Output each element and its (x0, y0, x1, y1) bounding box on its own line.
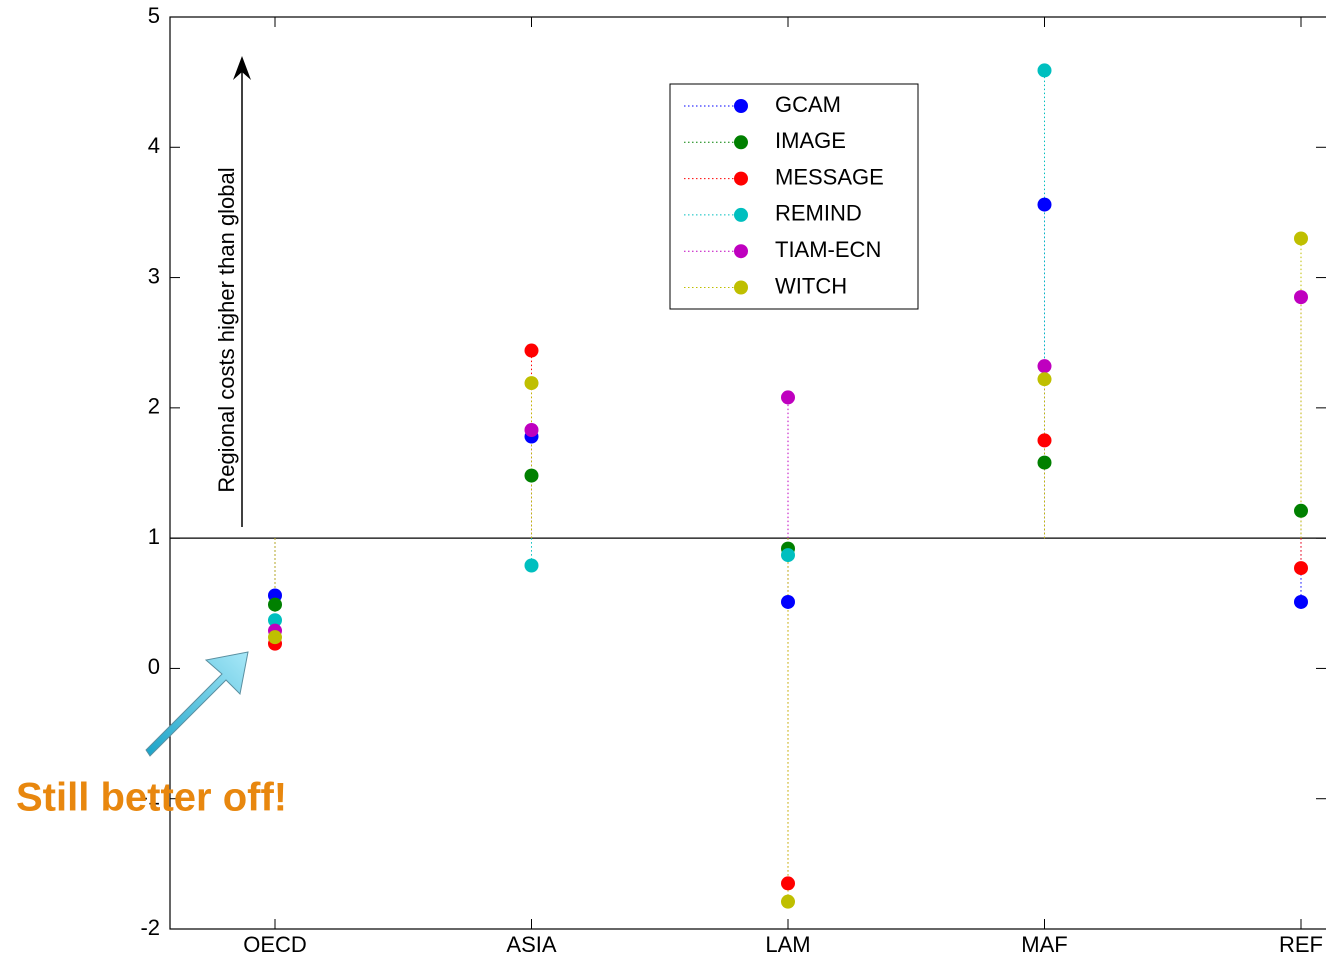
y-tick-label: 5 (148, 3, 160, 28)
point (525, 423, 539, 437)
x-tick-label: OECD (243, 932, 307, 957)
page: {"chart_data": {"type": "scatter", "cate… (0, 0, 1326, 961)
y-tick-label: 1 (148, 524, 160, 549)
legend-marker (734, 135, 748, 149)
y-tick-label: 3 (148, 263, 160, 288)
point (1038, 198, 1052, 212)
x-tick-label: LAM (765, 932, 810, 957)
point (525, 469, 539, 483)
chart: -2-1012345OECDASIALAMMAFREF GCAMIMAGEMES… (0, 0, 1326, 961)
point (1038, 456, 1052, 470)
point (1294, 595, 1308, 609)
point (1294, 561, 1308, 575)
point (268, 598, 282, 612)
y-tick-label: 2 (148, 394, 160, 419)
legend-label: IMAGE (775, 128, 846, 153)
point (268, 630, 282, 644)
callout-text: Still better off! (16, 776, 287, 820)
point (525, 344, 539, 358)
point (1038, 359, 1052, 373)
point (1294, 504, 1308, 518)
legend-marker (734, 244, 748, 258)
legend-label: GCAM (775, 92, 841, 117)
y-tick-label: 4 (148, 133, 160, 158)
legend-marker (734, 208, 748, 222)
point (1038, 63, 1052, 77)
x-tick-label: ASIA (506, 932, 556, 957)
point (781, 595, 795, 609)
point (525, 559, 539, 573)
legend-label: REMIND (775, 201, 862, 226)
legend-label: WITCH (775, 273, 847, 298)
point (1294, 290, 1308, 304)
point (781, 548, 795, 562)
point (1038, 372, 1052, 386)
legend-label: TIAM-ECN (775, 237, 881, 262)
callout-arrow (146, 652, 248, 756)
point (1294, 231, 1308, 245)
legend-marker (734, 172, 748, 186)
point (1038, 433, 1052, 447)
legend-marker (734, 99, 748, 113)
point (781, 895, 795, 909)
point (781, 876, 795, 890)
x-tick-label: MAF (1021, 932, 1067, 957)
point (525, 376, 539, 390)
y-tick-label: -2 (140, 915, 160, 940)
legend-label: MESSAGE (775, 164, 884, 189)
point (781, 390, 795, 404)
y-tick-label: 0 (148, 654, 160, 679)
legend-marker (734, 281, 748, 295)
annotation: Regional costs higher than global (214, 167, 239, 492)
x-tick-label: REF (1279, 932, 1323, 957)
